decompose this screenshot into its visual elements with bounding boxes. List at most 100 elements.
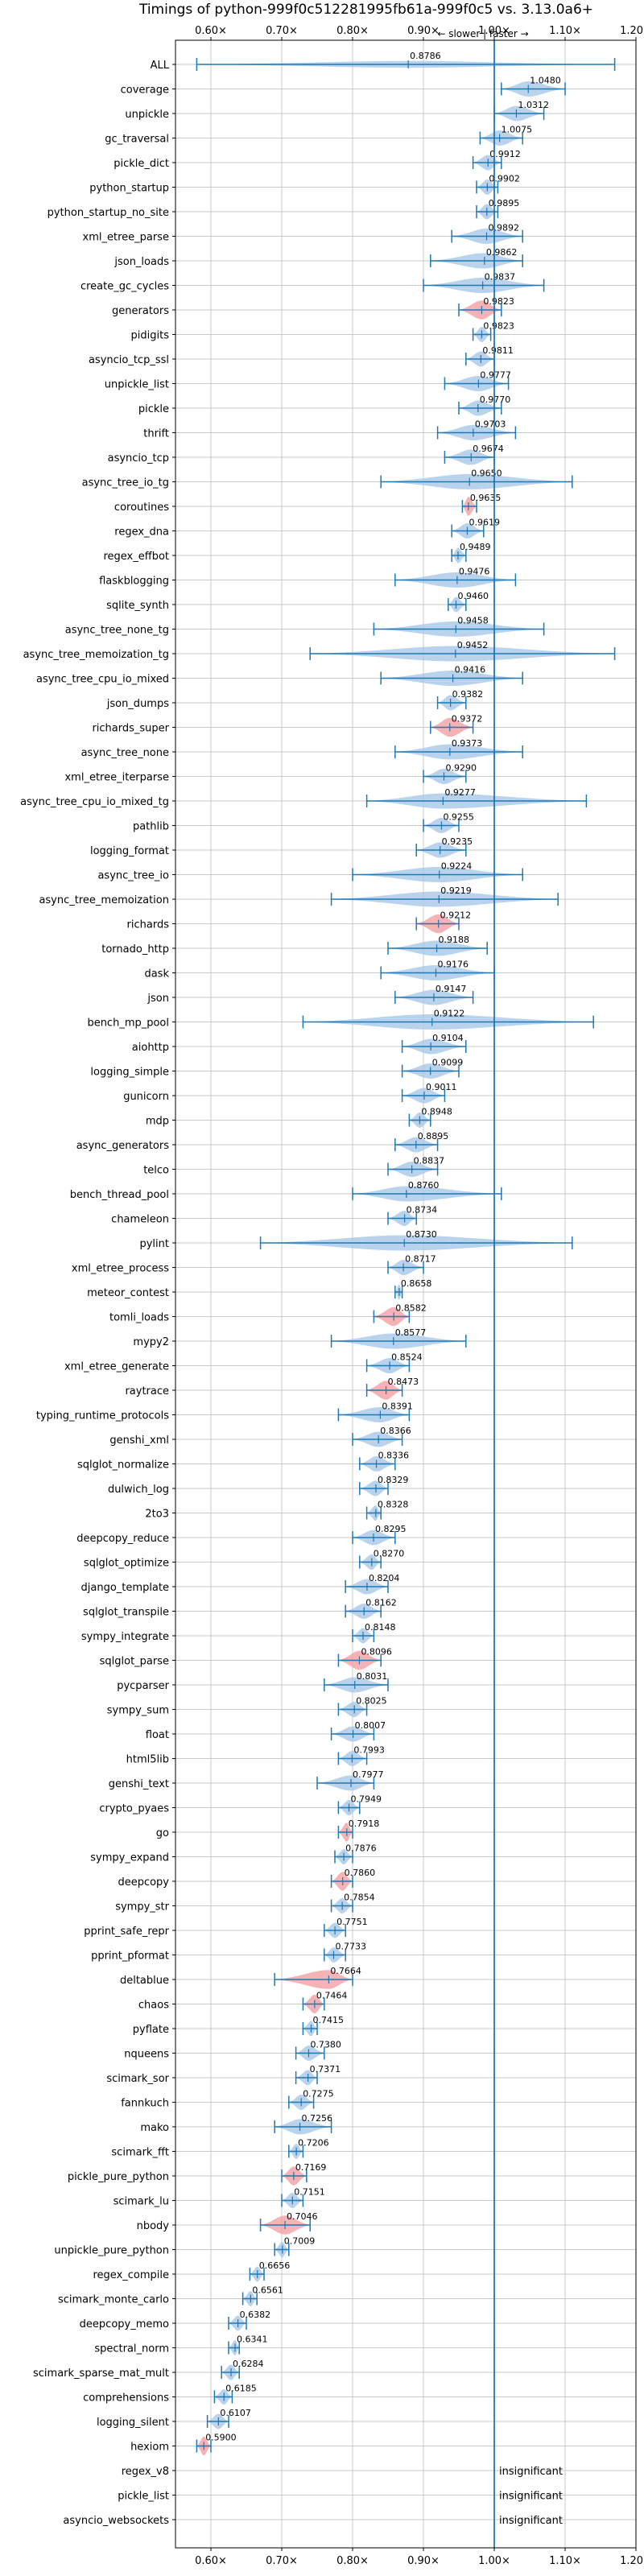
y-tick-label: pickle_dict xyxy=(114,158,169,170)
y-tick-label: async_generators xyxy=(76,1140,170,1152)
value-label: 0.8336 xyxy=(378,1451,410,1461)
y-tick-label: regex_dna xyxy=(114,526,169,539)
value-label: 0.7151 xyxy=(294,2187,325,2198)
value-label: 0.7860 xyxy=(345,1868,376,1878)
y-tick-label: aiohttp xyxy=(132,1042,169,1054)
y-tick-label: async_tree_io_tg xyxy=(82,477,169,489)
value-label: 0.9212 xyxy=(440,910,472,921)
y-tick-label: dask xyxy=(144,968,169,980)
y-tick-label: richards xyxy=(127,919,170,931)
y-tick-label: unpickle_list xyxy=(105,379,169,391)
value-label: 0.9895 xyxy=(489,198,520,208)
value-label: 0.8786 xyxy=(410,51,440,61)
value-label: 0.8162 xyxy=(365,1598,397,1608)
value-label: 0.5900 xyxy=(205,2433,237,2443)
value-label: 0.8734 xyxy=(407,1205,438,1216)
y-tick-label: python_startup xyxy=(89,183,169,195)
y-tick-label: hexiom xyxy=(130,2442,169,2454)
value-label: 0.6656 xyxy=(259,2260,291,2271)
value-label: 0.7977 xyxy=(353,1769,384,1780)
y-tick-label: deepcopy_memo xyxy=(80,2318,169,2330)
value-label: 0.9489 xyxy=(460,542,491,552)
y-tick-label: flaskblogging xyxy=(99,576,169,588)
x-tick-label-bottom: 1.20× xyxy=(620,2555,644,2567)
y-tick-label: typing_runtime_protocols xyxy=(36,1410,169,1422)
value-label: 0.9290 xyxy=(446,763,477,774)
value-label: 0.6185 xyxy=(225,2384,257,2394)
value-label: 0.9277 xyxy=(444,787,476,798)
value-label: 0.9382 xyxy=(452,689,484,700)
value-label: 0.9219 xyxy=(440,886,472,896)
x-tick-label-top: 0.90× xyxy=(407,25,440,37)
y-tick-label: json_loads xyxy=(114,256,169,268)
value-label: 0.9837 xyxy=(485,272,516,283)
value-label: 0.9373 xyxy=(452,738,483,749)
x-axis-top: 0.60× 0.70× 0.80× 0.90× 1.00× 1.10× 1.20× xyxy=(195,25,644,40)
y-tick-label: sqlglot_normalize xyxy=(77,1459,169,1472)
y-tick-label: coverage xyxy=(121,85,169,97)
y-tick-label: float xyxy=(146,1729,169,1741)
value-label: 0.9416 xyxy=(455,665,486,675)
y-tick-label: asyncio_tcp xyxy=(108,452,169,464)
value-label: 0.9811 xyxy=(482,345,514,356)
value-label: 0.9703 xyxy=(475,419,506,430)
value-label: 0.7206 xyxy=(298,2138,329,2149)
y-tick-label: scimark_lu xyxy=(114,2196,169,2208)
value-label: 0.8837 xyxy=(414,1156,445,1166)
value-label: 0.7415 xyxy=(313,2015,345,2025)
value-label: 0.8473 xyxy=(388,1377,419,1387)
insignificant-label: insignificant xyxy=(499,2515,563,2527)
y-tick-label: scimark_sparse_mat_mult xyxy=(33,2368,169,2380)
value-label: 0.7046 xyxy=(287,2211,318,2222)
value-label: 0.8658 xyxy=(401,1278,432,1289)
x-tick-label-bottom: 1.00× xyxy=(478,2555,510,2567)
value-label: 0.8096 xyxy=(361,1647,392,1657)
value-label: 0.9674 xyxy=(473,444,504,454)
value-label: 0.9619 xyxy=(469,518,500,528)
y-tick-label: async_tree_none xyxy=(81,747,169,759)
value-label: 0.8391 xyxy=(382,1402,412,1412)
value-label: 0.9176 xyxy=(437,960,469,970)
y-tick-label: xml_etree_process xyxy=(72,1263,169,1275)
y-tick-label: async_tree_io xyxy=(97,870,169,882)
value-label: 0.9476 xyxy=(459,567,490,577)
x-tick-label-top: 1.10× xyxy=(549,25,581,37)
x-tick-label-top: 1.00× xyxy=(478,25,510,37)
value-label: 1.0312 xyxy=(518,100,549,110)
x-tick-label-top: 0.70× xyxy=(266,25,298,37)
value-label: 0.9770 xyxy=(480,394,511,405)
value-label: 0.9255 xyxy=(443,812,474,823)
y-tick-label: create_gc_cycles xyxy=(80,281,169,293)
y-tick-label: regex_v8 xyxy=(122,2466,169,2478)
y-tick-label: pylint xyxy=(139,1238,169,1250)
value-label: 0.7993 xyxy=(353,1745,385,1756)
y-tick-label: telco xyxy=(143,1165,169,1177)
y-tick-label: async_tree_cpu_io_mixed xyxy=(36,674,169,686)
value-label: 0.8329 xyxy=(378,1475,409,1485)
y-tick-label: async_tree_cpu_io_mixed_tg xyxy=(20,796,169,808)
y-tick-label: deepcopy_reduce xyxy=(76,1533,169,1545)
y-tick-label: async_tree_memoization xyxy=(39,894,169,906)
y-tick-label: nbody xyxy=(137,2220,170,2232)
y-tick-label: chameleon xyxy=(111,1214,169,1226)
value-label: 0.7949 xyxy=(351,1794,382,1805)
x-axis-bottom: 0.60× 0.70× 0.80× 0.90× 1.00× 1.10× 1.20× xyxy=(195,2548,644,2567)
chart-subtitle: ← slower | faster → xyxy=(437,28,528,39)
value-label: 0.9452 xyxy=(457,640,489,650)
y-tick-label: scimark_sor xyxy=(106,2073,169,2085)
value-label: 0.9224 xyxy=(441,861,473,872)
value-label: 0.9892 xyxy=(488,223,519,233)
y-tick-label: tornado_http xyxy=(101,943,169,956)
x-tick-label-top: 1.20× xyxy=(620,25,644,37)
value-label: 1.0480 xyxy=(530,76,561,86)
value-label: 0.8717 xyxy=(405,1254,436,1265)
y-tick-label: xml_etree_iterparse xyxy=(64,772,169,784)
y-tick-label: coroutines xyxy=(114,502,169,514)
value-label: 0.7876 xyxy=(345,1843,377,1854)
y-tick-label: sympy_integrate xyxy=(81,1631,169,1643)
value-label: 0.8031 xyxy=(357,1671,388,1682)
value-label: 0.8295 xyxy=(375,1524,407,1534)
y-tick-label: asyncio_websockets xyxy=(63,2515,169,2527)
chart-title: Timings of python-999f0c512281995fb61a-9… xyxy=(138,2,593,18)
